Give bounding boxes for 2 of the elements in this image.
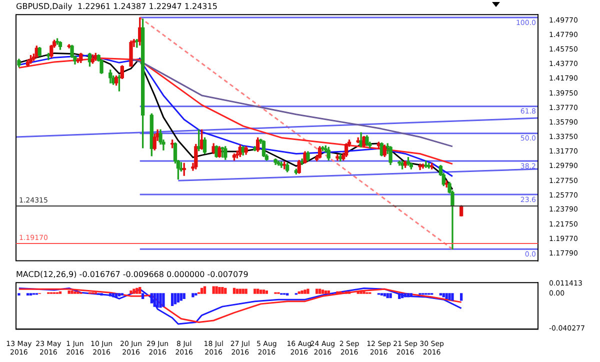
chart-title: MACD(12,26,9) -0.016767 -0.009668 0.000000 -0.007079 xyxy=(16,270,248,279)
chart-title: GBPUSD,Daily 1.22961 1.24387 1.22947 1.24315 xyxy=(16,2,218,11)
